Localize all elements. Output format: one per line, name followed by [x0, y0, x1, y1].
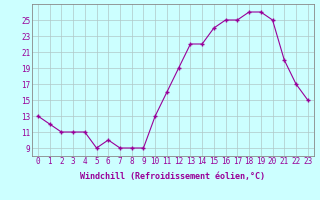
X-axis label: Windchill (Refroidissement éolien,°C): Windchill (Refroidissement éolien,°C) [80, 172, 265, 181]
